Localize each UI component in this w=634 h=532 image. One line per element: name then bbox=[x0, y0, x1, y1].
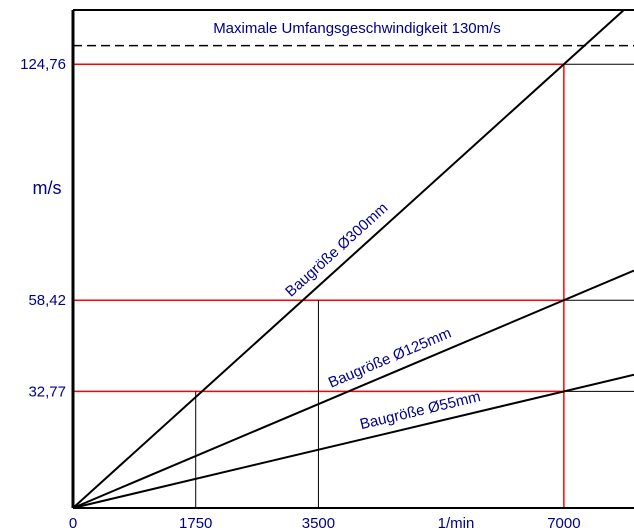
series-label-0: Baugröße Ø300mm bbox=[282, 200, 391, 301]
y-tick-label: 58,42 bbox=[28, 292, 66, 309]
series-label-1: Baugröße Ø125mm bbox=[326, 325, 454, 392]
x-axis-label: 1/min bbox=[438, 515, 475, 532]
x-tick-label: 1750 bbox=[179, 515, 212, 532]
x-tick-label: 7000 bbox=[547, 515, 580, 532]
y-tick-label: 32,77 bbox=[28, 383, 66, 400]
series-line-0 bbox=[72, 9, 625, 509]
x-tick-label: 3500 bbox=[302, 515, 335, 532]
series-line-1 bbox=[72, 269, 634, 509]
tick-label-layer: 32,77 58,42 124,76 0 1750 3500 7000 bbox=[20, 56, 580, 532]
y-tick-label: 124,76 bbox=[20, 56, 66, 73]
guide-layer bbox=[73, 9, 634, 508]
axis-layer bbox=[71, 10, 634, 509]
limit-line-label: Maximale Umfangsgeschwindigkeit 130m/s bbox=[213, 20, 501, 37]
y-axis-label: m/s bbox=[33, 178, 62, 198]
x-tick-label: 0 bbox=[69, 515, 77, 532]
label-layer: Maximale Umfangsgeschwindigkeit 130m/s m… bbox=[33, 20, 501, 532]
series-line-2 bbox=[72, 373, 634, 509]
